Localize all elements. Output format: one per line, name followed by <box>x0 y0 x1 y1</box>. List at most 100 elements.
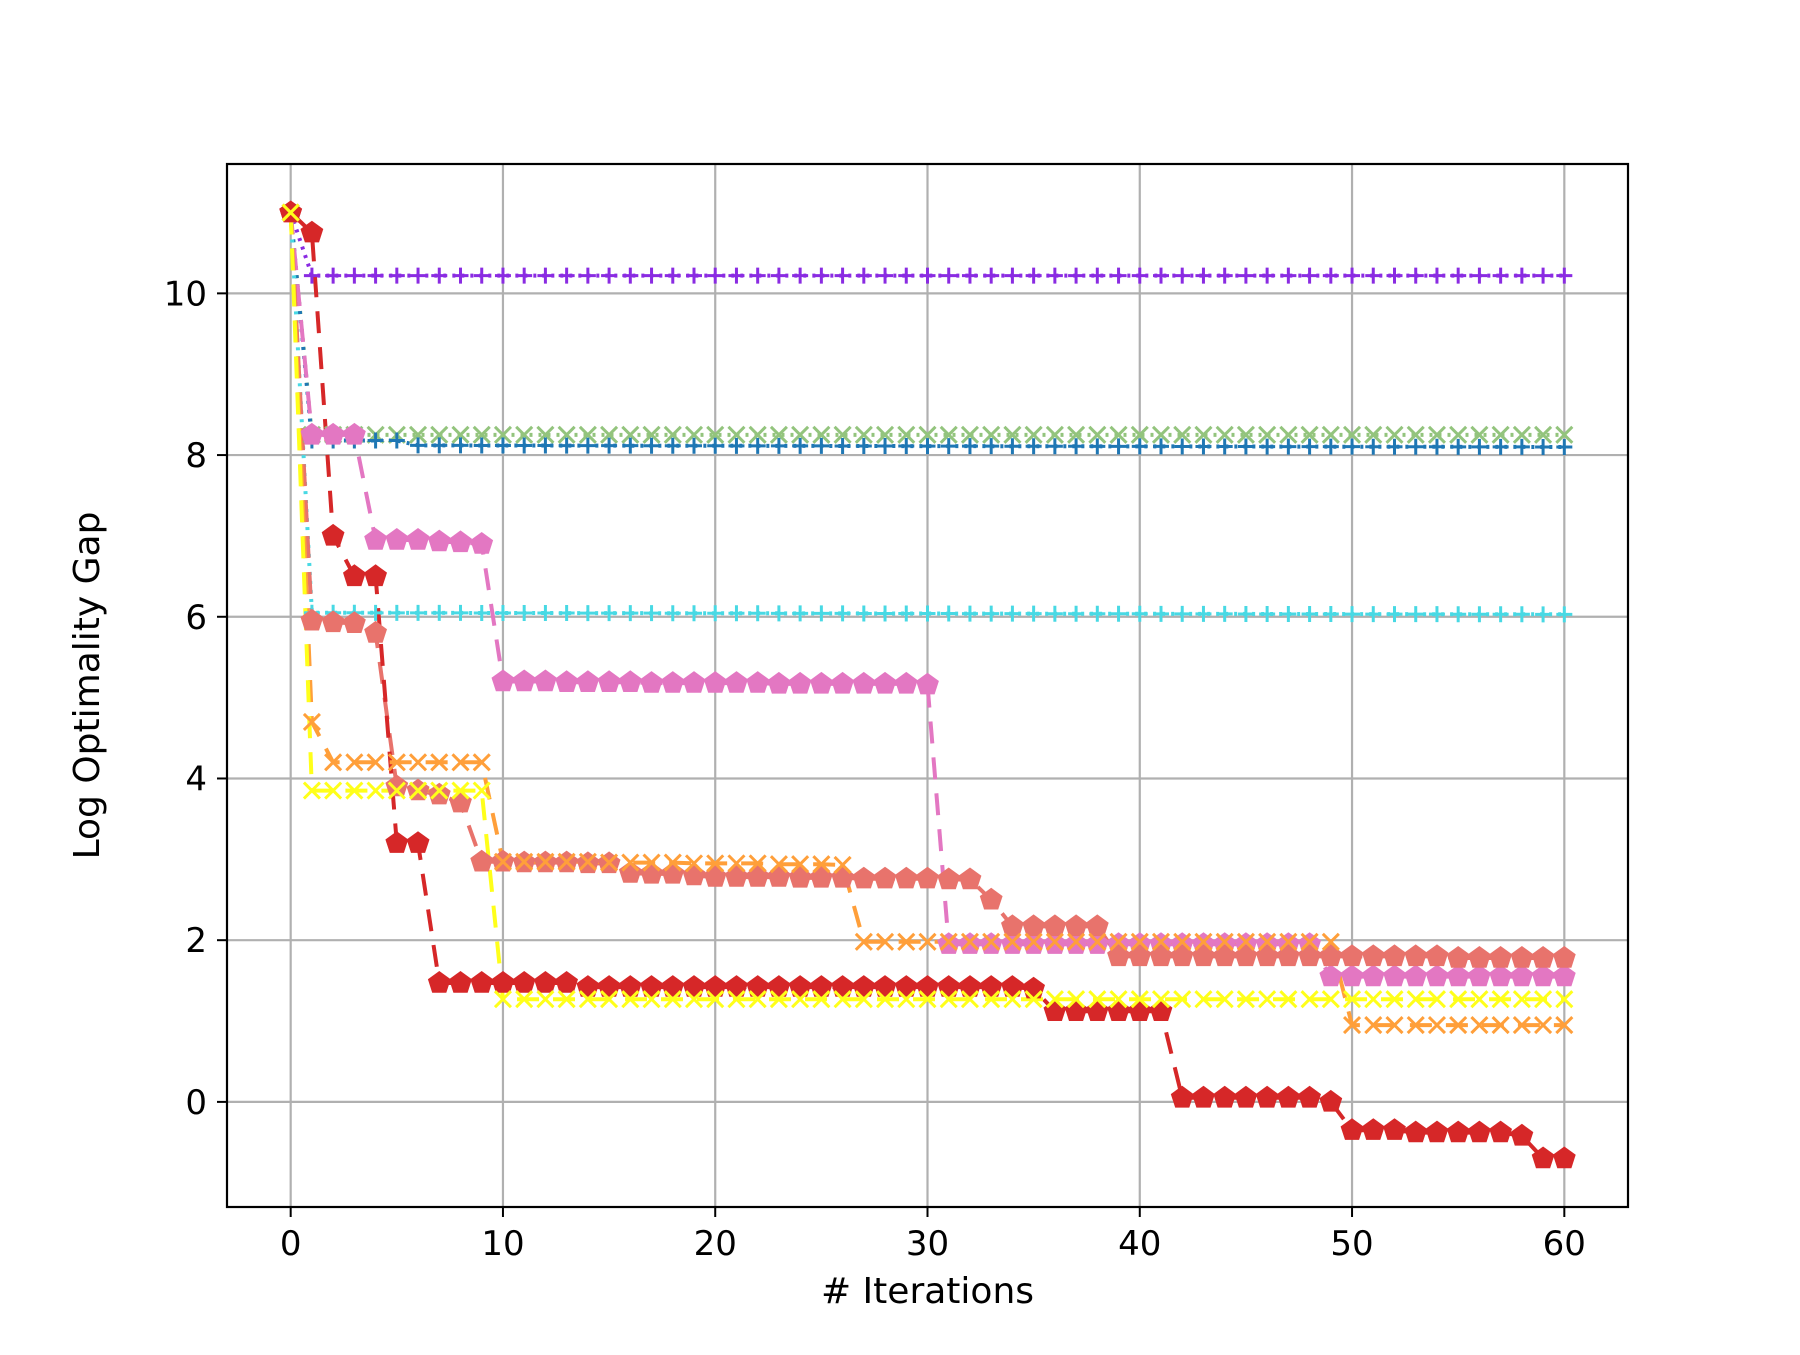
data-point <box>408 425 428 444</box>
data-point <box>1301 606 1318 623</box>
data-point <box>537 437 554 454</box>
data-point <box>1045 990 1064 1009</box>
data-point <box>427 971 451 993</box>
data-point <box>512 971 536 993</box>
data-point <box>1471 267 1488 284</box>
data-point <box>1192 1085 1215 1108</box>
data-point <box>877 438 894 455</box>
data-point <box>555 670 578 692</box>
data-point <box>1174 267 1191 284</box>
y-tick-label: 6 <box>185 598 207 638</box>
data-point <box>410 437 427 454</box>
data-point <box>749 437 766 454</box>
data-point <box>1022 914 1045 937</box>
data-point <box>1300 990 1319 1009</box>
x-tick-label: 20 <box>694 1224 737 1264</box>
data-point <box>1130 990 1149 1009</box>
data-point <box>536 425 555 444</box>
data-point <box>749 267 766 284</box>
data-point <box>343 422 366 445</box>
data-point <box>854 425 873 444</box>
data-point <box>1552 964 1576 987</box>
data-point <box>385 528 409 550</box>
data-point <box>1489 964 1512 987</box>
data-point <box>281 203 300 222</box>
data-point <box>834 267 851 284</box>
data-point <box>1446 946 1470 968</box>
data-point <box>1088 932 1107 951</box>
data-point <box>852 866 876 889</box>
data-point <box>1216 438 1233 455</box>
data-point <box>854 990 873 1009</box>
data-point <box>875 990 895 1009</box>
data-point <box>1194 425 1213 444</box>
data-point <box>578 990 597 1009</box>
data-point <box>1386 606 1403 623</box>
data-point <box>682 671 706 693</box>
data-point <box>1319 944 1343 967</box>
data-point <box>324 753 343 772</box>
data-point <box>1555 1016 1574 1035</box>
data-point <box>960 425 980 444</box>
data-point <box>663 425 682 444</box>
data-point <box>1342 990 1362 1009</box>
data-point <box>1173 990 1192 1009</box>
data-point <box>1277 944 1300 967</box>
data-point <box>792 267 809 284</box>
data-point <box>388 432 405 449</box>
data-point <box>1153 605 1169 622</box>
data-point <box>686 267 702 284</box>
series-markers-8 <box>281 203 1574 1009</box>
data-point <box>1194 932 1213 951</box>
data-point <box>707 437 724 454</box>
data-point <box>661 671 685 693</box>
data-point <box>597 670 621 692</box>
data-point <box>791 425 810 444</box>
data-point <box>728 267 745 284</box>
data-point <box>1194 990 1213 1009</box>
x-tick-label: 50 <box>1330 1224 1373 1264</box>
data-point <box>1068 267 1085 284</box>
data-point <box>1556 267 1573 284</box>
data-point <box>321 610 345 633</box>
data-point <box>1471 606 1488 623</box>
data-point <box>1510 1123 1534 1146</box>
data-point <box>831 671 854 694</box>
data-point <box>366 781 385 800</box>
data-point <box>536 990 555 1009</box>
data-point <box>1425 944 1449 967</box>
data-point <box>1025 267 1042 284</box>
data-point <box>1344 438 1361 455</box>
data-point <box>1153 267 1169 284</box>
data-point <box>1512 425 1531 444</box>
data-point <box>1130 932 1149 951</box>
data-point <box>431 267 448 284</box>
data-point <box>770 267 787 284</box>
data-point <box>1004 267 1021 284</box>
data-point <box>1089 438 1106 455</box>
data-point <box>515 852 534 871</box>
data-point <box>916 672 939 695</box>
data-point <box>1449 1016 1468 1035</box>
data-point <box>791 855 810 874</box>
data-point <box>408 753 428 772</box>
data-point <box>1130 425 1149 444</box>
data-point <box>1110 605 1127 622</box>
data-point <box>451 425 470 444</box>
data-point <box>1192 944 1215 967</box>
data-point <box>601 605 618 622</box>
data-point <box>1468 946 1491 968</box>
x-tick-label: 40 <box>1118 1224 1161 1264</box>
data-point <box>410 267 427 284</box>
data-point <box>345 781 364 800</box>
data-point <box>1535 267 1552 284</box>
data-point <box>937 867 961 890</box>
data-point <box>1089 605 1106 622</box>
data-point <box>534 971 557 993</box>
data-point <box>1340 1118 1364 1140</box>
data-point <box>792 605 809 622</box>
data-point <box>810 671 833 694</box>
data-point <box>1149 944 1173 967</box>
